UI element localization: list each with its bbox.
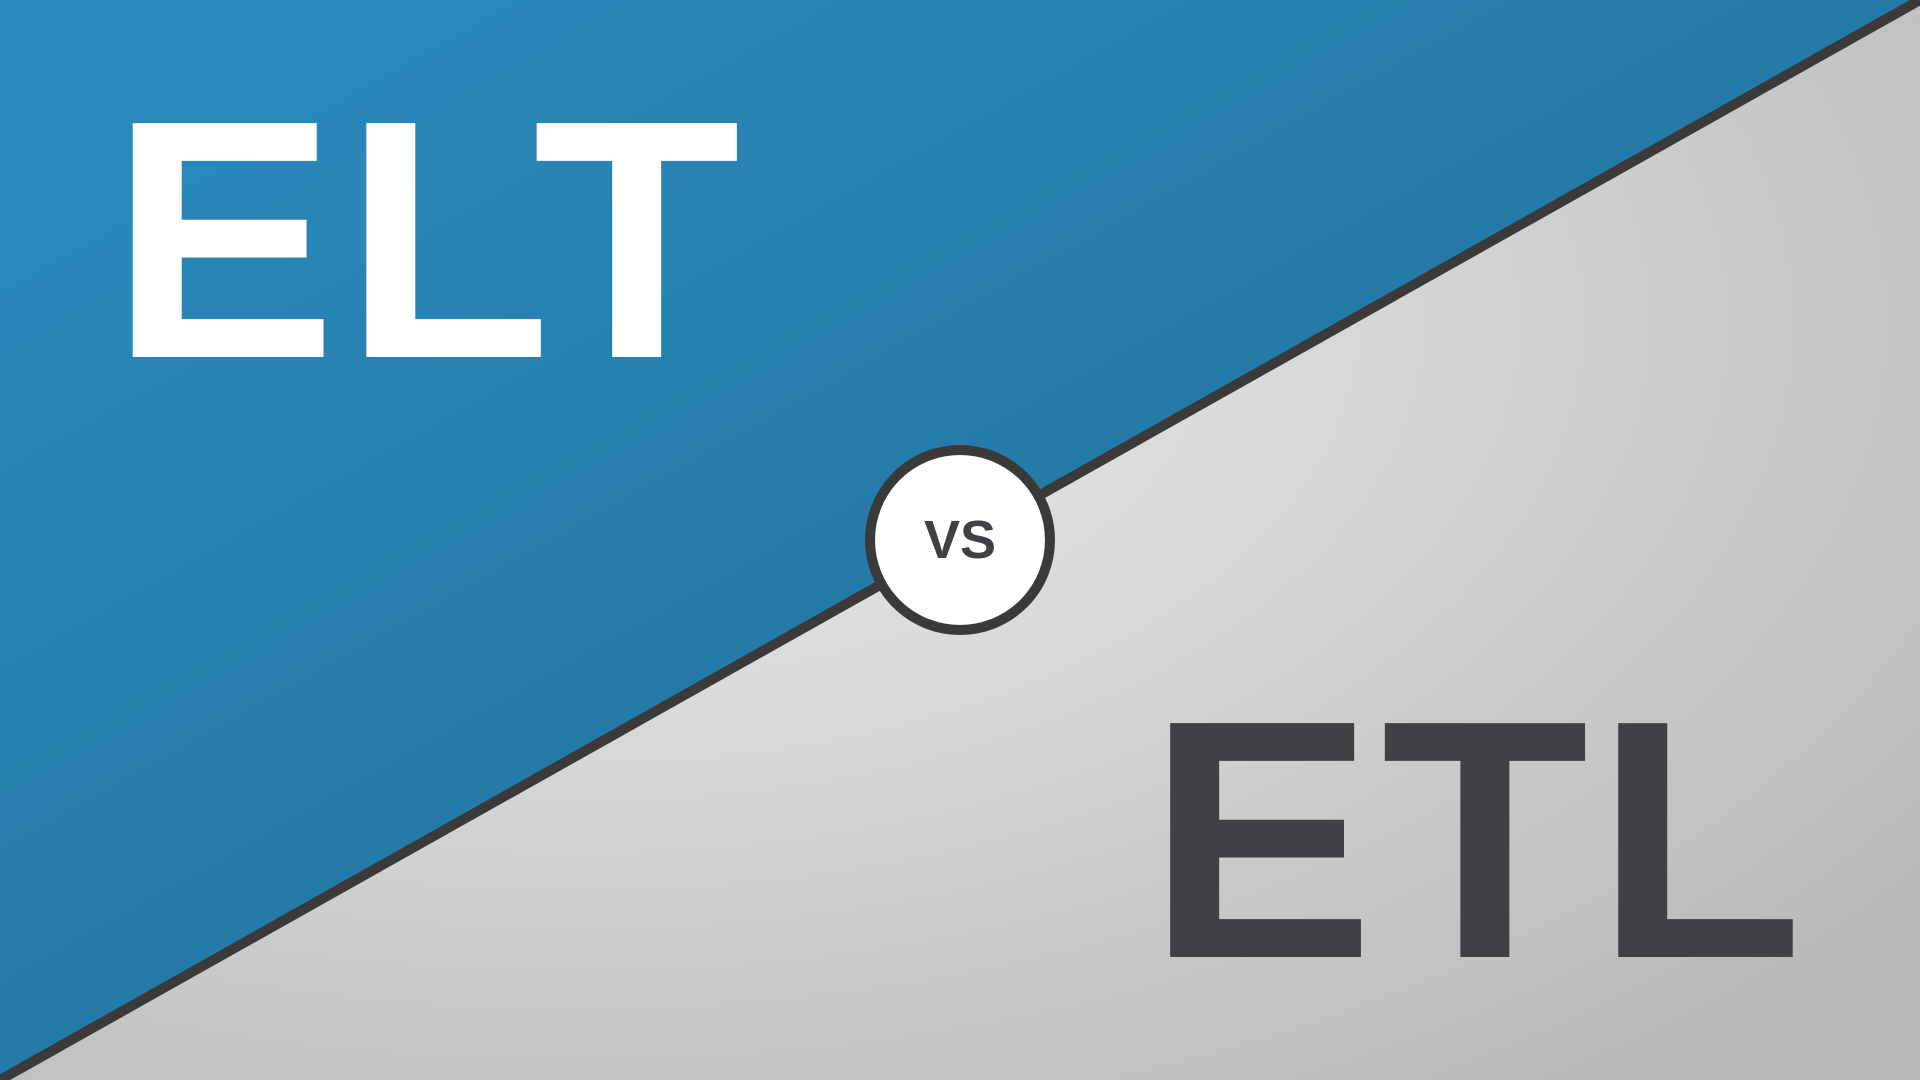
left-label: ELT bbox=[110, 70, 747, 410]
right-label: ETL bbox=[1147, 670, 1810, 1010]
comparison-graphic: ELT ETL VS bbox=[0, 0, 1920, 1080]
vs-badge: VS bbox=[865, 445, 1055, 635]
